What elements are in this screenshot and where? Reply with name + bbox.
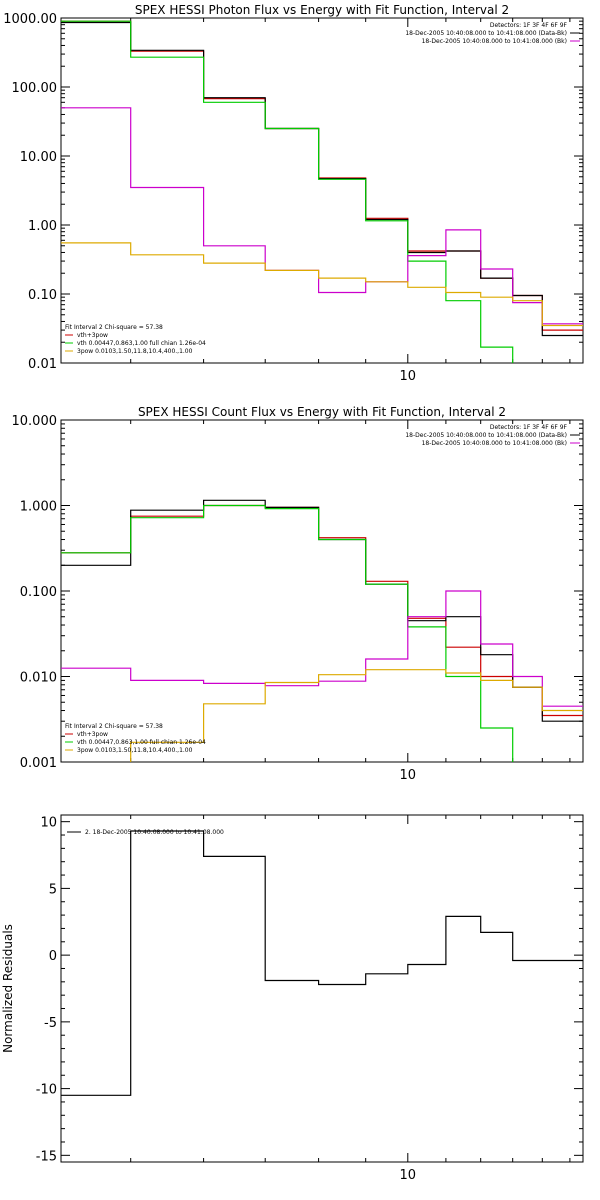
series-power-line — [61, 242, 583, 327]
legend-entry-det: Detectors: 1F 3F 4F 6F 9F — [490, 424, 568, 431]
y-tick-label: 1.00 — [28, 219, 57, 234]
plot-frame — [60, 17, 584, 364]
chart-title: SPEX HESSI Count Flux vs Energy with Fit… — [138, 405, 506, 419]
x-tick-label: 10 — [400, 369, 417, 384]
y-tick-label: 0.10 — [28, 288, 57, 303]
legend-entry-model: vth+3pow — [77, 332, 108, 339]
legend-entry-power: 3pow 0.0103,1.50,11.8,10.4,400.,1.00 — [77, 747, 193, 754]
plot-frame — [60, 814, 584, 1163]
y-tick-label: -5 — [44, 1016, 57, 1031]
y-tick-label: 5 — [49, 882, 57, 897]
series-power-line — [130, 669, 583, 762]
count-flux-panel: SPEX HESSI Count Flux vs Energy with Fit… — [12, 405, 584, 783]
series-vth-line — [61, 20, 514, 363]
legend-entry-det: Detectors: 1F 3F 4F 6F 9F — [490, 22, 568, 29]
y-tick-label: 0 — [49, 949, 57, 964]
y-tick-label: 10.00 — [20, 150, 57, 165]
y-tick-label: 0.100 — [20, 585, 57, 600]
chart-title: SPEX HESSI Photon Flux vs Energy with Fi… — [135, 3, 509, 17]
y-tick-label: 10.000 — [12, 414, 58, 429]
legend-entry-fit: Fit Interval 2 Chi-square = 57.38 — [65, 723, 163, 730]
legend-entry-model: vth+3pow — [77, 731, 108, 738]
y-tick-label: 0.010 — [20, 671, 57, 686]
legend-entry-vth: vth 0.00447,0.863,1.00 full chian 1.26e-… — [77, 340, 206, 347]
series-model-line — [61, 20, 583, 331]
x-tick-label: 10 — [400, 1168, 417, 1183]
series-bkg-line — [61, 590, 583, 707]
y-tick-label: -15 — [36, 1149, 57, 1164]
legend-entry-fit: Fit Interval 2 Chi-square = 57.38 — [65, 324, 163, 331]
legend-entry-data: 2. 18-Dec-2005 10:40:08.000 to 10:41:08.… — [85, 829, 224, 836]
y-tick-label: 1000.00 — [3, 12, 57, 27]
series-vth-line — [61, 504, 514, 762]
series-bkg-line — [61, 107, 583, 325]
x-tick-label: 10 — [400, 768, 417, 783]
series-data-line — [61, 830, 583, 1096]
legend-entry-data: 18-Dec-2005 10:40:08.000 to 10:41:08.000… — [405, 30, 567, 37]
residuals-panel: Normalized Residuals 10 5 0 -5 -10 -15 10 2. 18-… — [1, 814, 584, 1183]
y-tick-label: -10 — [36, 1083, 57, 1098]
y-tick-label: 0.01 — [28, 357, 57, 372]
y-tick-label: 0.001 — [20, 756, 57, 771]
legend-entry-power: 3pow 0.0103,1.50,11.8,10.4,400.,1.00 — [77, 348, 193, 355]
plot-frame — [60, 419, 584, 763]
legend-entry-data: 18-Dec-2005 10:40:08.000 to 10:41:08.000… — [405, 432, 567, 439]
photon-flux-panel: SPEX HESSI Photon Flux vs Energy with Fi… — [3, 3, 584, 384]
y-tick-label: 1.000 — [20, 500, 57, 515]
y-tick-label: 10 — [40, 816, 57, 831]
series-data-line — [61, 499, 583, 722]
legend-entry-bkg: 18-Dec-2005 10:40:08.000 to 10:41:08.000… — [422, 440, 567, 447]
legend-entry-vth: vth 0.00447,0.863,1.00 full chian 1.26e-… — [77, 739, 206, 746]
y-axis-label: Normalized Residuals — [1, 924, 15, 1053]
y-tick-label: 100.00 — [12, 81, 58, 96]
series-model-line — [61, 504, 583, 717]
legend-entry-bkg: 18-Dec-2005 10:40:08.000 to 10:41:08.000… — [422, 38, 567, 45]
